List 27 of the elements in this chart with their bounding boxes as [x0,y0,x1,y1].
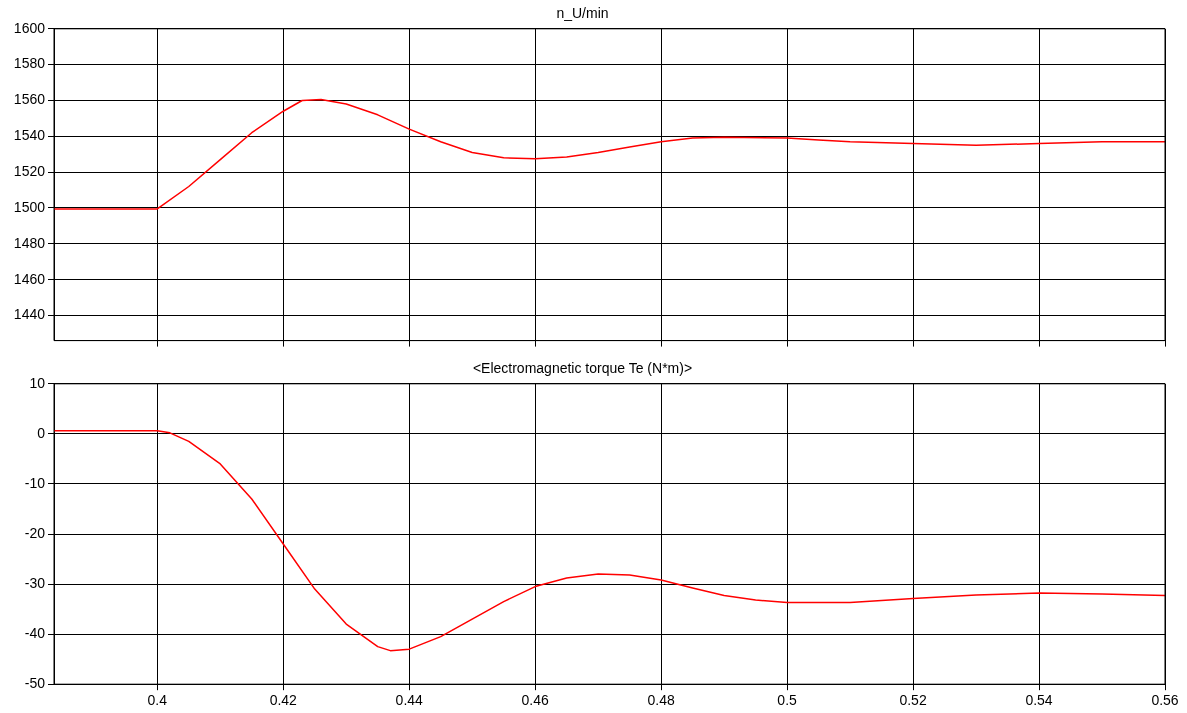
chart-title: n_U/min [556,5,609,22]
y-tick-label: 0 [37,424,46,441]
x-tick-label: 0.42 [269,692,298,709]
y-tick-label: 1480 [13,234,46,251]
y-tick-label: 1500 [13,198,46,215]
y-tick-label: 1600 [13,19,46,36]
y-tick-label: 1540 [13,127,46,144]
x-tick-label: 0.52 [899,692,927,709]
y-tick-label: -50 [24,675,46,692]
chart-title: <Electromagnetic torque Te (N*m)> [472,360,693,377]
y-tick-label: 1440 [13,306,46,323]
y-tick-label: -30 [24,574,46,591]
y-tick-label: 1520 [13,163,46,180]
y-tick-label: 10 [29,374,46,391]
y-tick-label: 1580 [13,55,46,72]
x-tick-label: 0.48 [647,692,675,709]
x-tick-label: 0.5 [777,692,798,709]
y-tick-label: -20 [24,524,46,541]
y-tick-label: -10 [24,474,46,491]
y-tick-label: 1560 [13,91,46,108]
x-tick-label: 0.44 [395,692,424,709]
x-tick-label: 0.46 [521,692,550,709]
y-tick-label: -40 [24,624,46,641]
y-tick-label: 1460 [13,270,46,287]
x-tick-label: 0.54 [1025,692,1053,709]
x-tick-label: 0.56 [1151,692,1179,709]
x-tick-label: 0.4 [147,692,168,709]
